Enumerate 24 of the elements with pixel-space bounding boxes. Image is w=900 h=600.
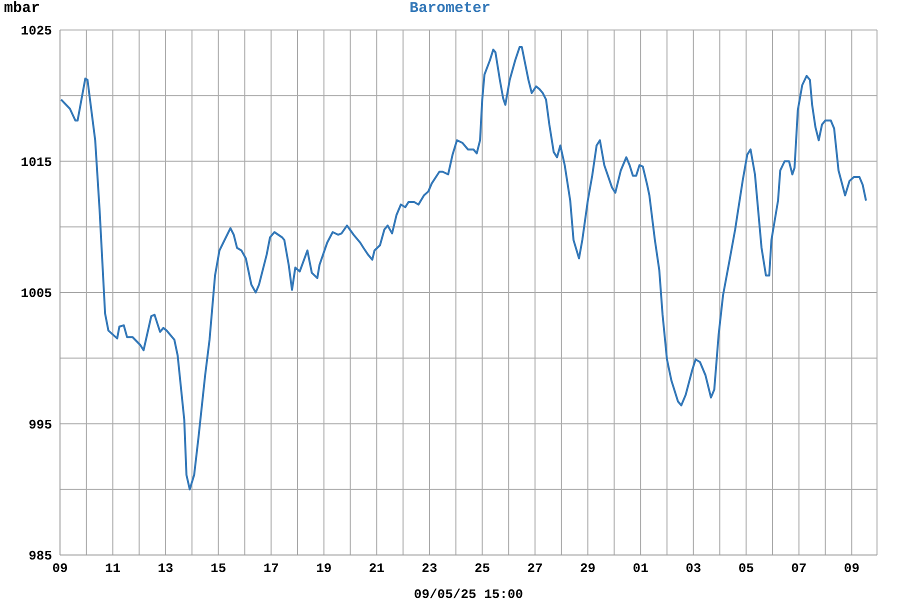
y-axis-title: mbar (4, 0, 40, 17)
y-tick-label: 985 (28, 548, 52, 564)
x-tick-label: 05 (738, 561, 754, 576)
x-tick-label: 09 (52, 561, 68, 576)
x-tick-label: 07 (791, 561, 807, 576)
x-tick-label: 09 (844, 561, 860, 576)
x-tick-label: 17 (263, 561, 279, 576)
x-tick-label: 11 (104, 561, 121, 576)
x-tick-label: 15 (210, 561, 226, 576)
x-tick-label: 23 (422, 561, 438, 576)
y-tick-label: 1015 (20, 154, 52, 170)
x-tick-label: 29 (580, 561, 596, 576)
chart-title: Barometer (409, 0, 490, 17)
y-tick-label: 1005 (20, 286, 52, 302)
y-tick-label: 1025 (20, 24, 52, 39)
x-tick-label: 25 (474, 561, 490, 576)
x-tick-label: 27 (527, 561, 543, 576)
x-tick-label: 03 (686, 561, 702, 576)
x-tick-label: 21 (368, 561, 385, 576)
x-tick-label: 13 (158, 561, 174, 576)
x-tick-label: 19 (316, 561, 332, 576)
y-tick-label: 995 (28, 417, 52, 432)
x-axis-title: 09/05/25 15:00 (414, 587, 524, 600)
x-tick-label: 01 (632, 561, 649, 576)
